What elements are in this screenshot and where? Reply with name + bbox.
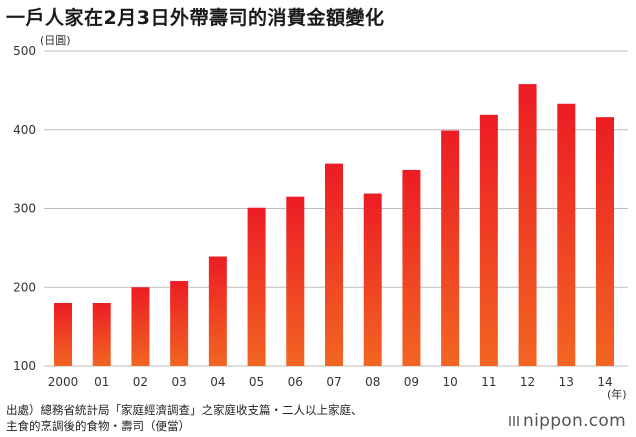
bar-05 [247,207,266,366]
source-line-1: 出處）總務省統計局「家庭經濟調查」之家庭收支篇・二人以上家庭、 [6,403,363,417]
x-tick-label: 01 [94,375,109,389]
y-tick-label: 200 [13,280,36,294]
bar-12 [518,84,537,366]
x-tick-label: 14 [597,375,612,389]
x-tick-label: 02 [133,375,148,389]
bar-03 [170,280,189,366]
x-tick-label: 08 [365,375,380,389]
bar-04 [208,256,227,366]
x-tick-label: 06 [288,375,303,389]
bar-01 [92,303,111,366]
x-tick-label: 12 [520,375,535,389]
x-tick-label: 2000 [48,375,79,389]
source-note: 出處）總務省統計局「家庭經濟調查」之家庭收支篇・二人以上家庭、 主食的烹調後的食… [6,402,476,434]
y-axis-unit-label: (日圓) [40,34,71,47]
x-tick-label: 09 [404,375,419,389]
x-axis-unit-label: (年) [607,387,627,401]
nippon-logo: nippon.com [509,411,626,431]
x-tick-label: 13 [559,375,574,389]
x-tick-label: 05 [249,375,264,389]
bar-07 [325,163,343,366]
bar-02 [131,287,150,366]
x-tick-label: 03 [172,375,187,389]
y-tick-label: 400 [13,123,36,137]
brand-text: nippon.com [523,411,626,431]
bar-14 [596,117,614,367]
x-tick-label: 11 [481,375,496,389]
bar-13 [557,103,576,366]
bar-11 [479,114,498,366]
bars [54,84,614,367]
y-tick-label: 500 [13,44,36,58]
y-axis-ticks: 100 200 300 400 500 [13,44,36,373]
y-tick-label: 100 [13,359,36,373]
x-tick-label: 07 [326,375,341,389]
bar-2000 [54,303,72,366]
source-line-2: 主食的烹調後的食物・壽司（便當） [6,419,190,433]
chart-title: 一戶人家在2月3日外帶壽司的消費金額變化 [6,7,385,29]
x-axis-ticks: 2000 01 02 03 04 05 06 07 08 09 10 11 12 13 14 [48,375,613,389]
bar-10 [441,130,460,366]
x-tick-label: 10 [443,375,458,389]
x-tick-label: 04 [210,375,225,389]
nippon-mark-icon [509,416,520,426]
bar-09 [402,169,421,366]
y-tick-label: 300 [13,202,36,216]
bar-08 [363,193,382,366]
bar-06 [286,196,305,366]
